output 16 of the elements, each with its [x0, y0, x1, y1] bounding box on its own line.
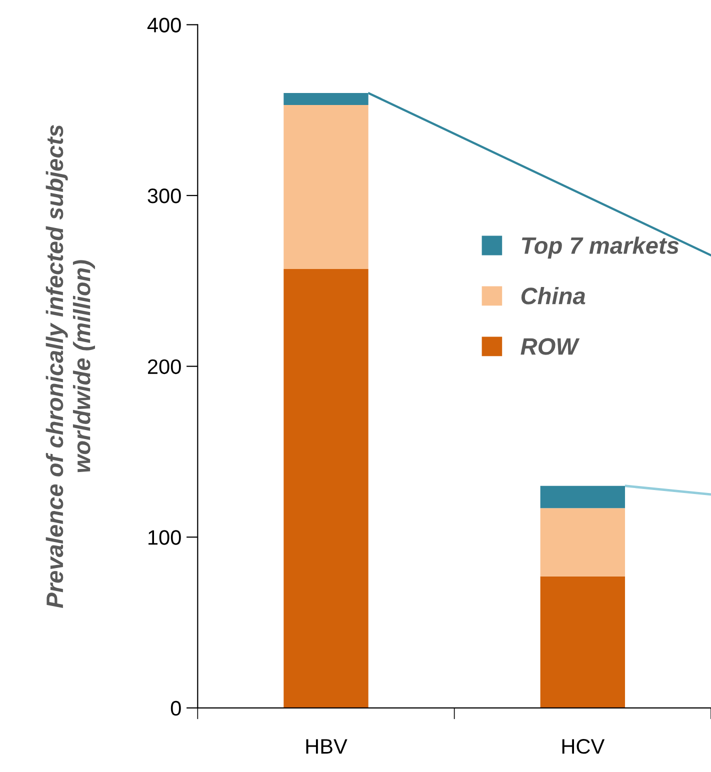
x-tick-label: HBV — [306, 739, 348, 754]
y-tick-label: 0 — [170, 700, 181, 716]
y-tick-label: 100 — [148, 530, 181, 545]
y-tick-label: 400 — [147, 18, 181, 32]
bar — [284, 104, 368, 269]
bar — [540, 508, 626, 576]
legend-label: China — [521, 287, 586, 304]
bar — [540, 576, 626, 708]
legend-label: Top 7 markets — [522, 236, 679, 259]
x-tick-label: HCV — [562, 739, 605, 754]
y-tick-label: 200 — [148, 359, 181, 374]
bar — [284, 268, 368, 708]
y-axis-title: Prevalence of chronically infected subjects worldwide (million) — [46, 124, 95, 608]
bar — [540, 486, 626, 508]
y-tick-label: 300 — [148, 188, 181, 204]
legend-label: ROW — [520, 338, 580, 355]
